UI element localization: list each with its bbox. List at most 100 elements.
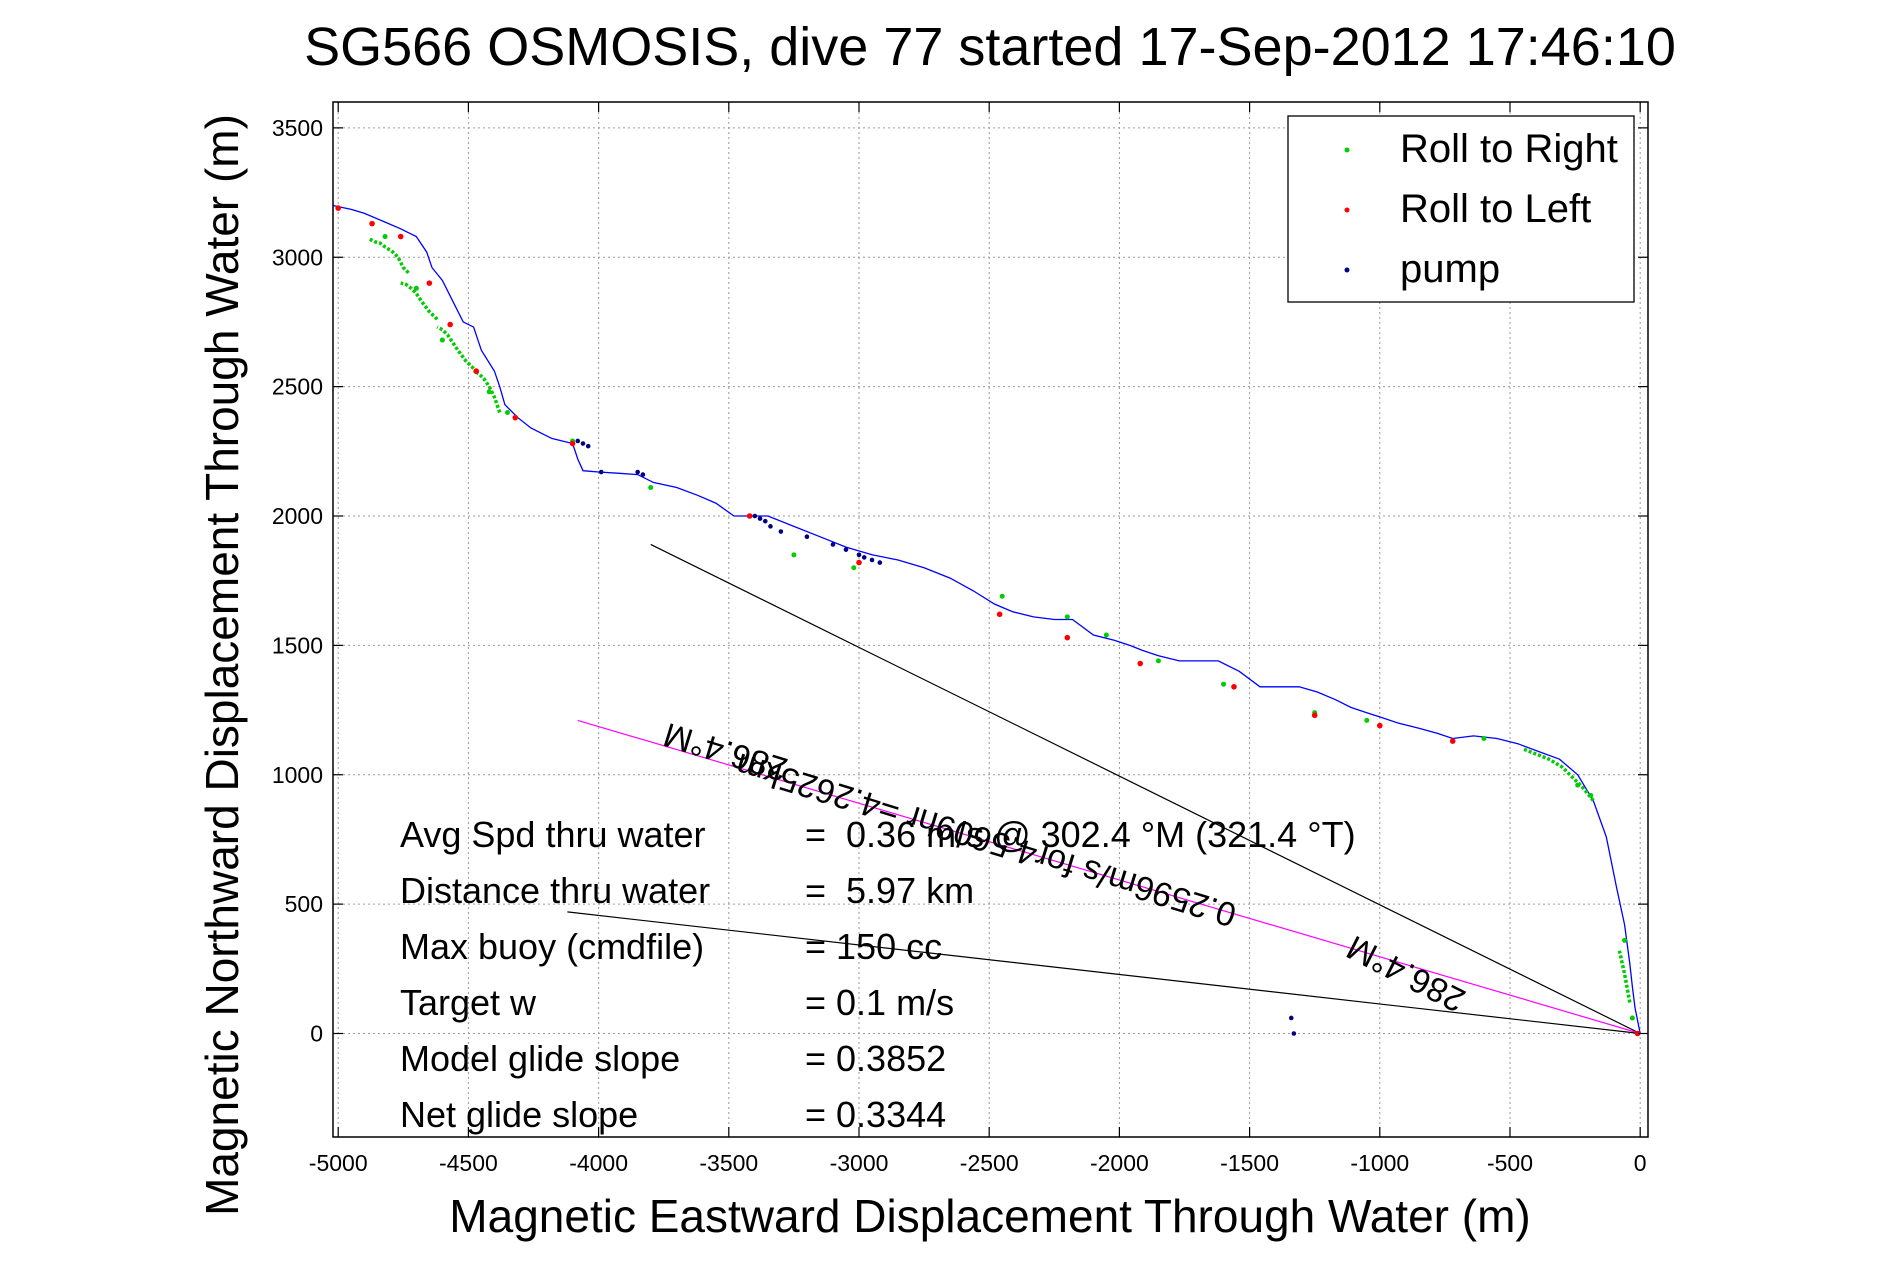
- roll-right-point: [648, 485, 654, 491]
- roll-right-segment: [1522, 747, 1595, 802]
- legend-label: pump: [1400, 247, 1500, 291]
- legend-marker: [1344, 207, 1350, 213]
- reference-line: [650, 543, 1641, 1035]
- x-tick-label: -1000: [1350, 1150, 1409, 1176]
- roll-left-point: [447, 321, 453, 328]
- roll-left-point: [426, 280, 433, 286]
- axis-ticks: -5000 -4500 -4000 -3500 -3000 -2500 -2000 -1500…: [272, 102, 1648, 1176]
- x-tick-label: -1500: [1220, 1150, 1279, 1176]
- stat-value: = 0.1 m/s: [805, 982, 954, 1023]
- pump-point: [843, 547, 849, 552]
- y-tick-label: 3500: [272, 115, 323, 141]
- roll-left-point: [1634, 1030, 1641, 1037]
- stat-value: = 0.36 m/s @ 302.4 °M (321.4 °T): [805, 814, 1356, 855]
- pump-point: [830, 542, 836, 547]
- x-tick-label: -2500: [960, 1150, 1019, 1176]
- roll-right-point: [851, 565, 857, 571]
- legend-label: Roll to Right: [1400, 127, 1618, 171]
- y-tick-label: 500: [285, 891, 323, 917]
- pump-point: [1288, 1015, 1294, 1021]
- pump-point: [1291, 1031, 1297, 1036]
- roll-left-point: [397, 233, 404, 240]
- roll-left-point: [856, 559, 862, 566]
- roll-right-point: [791, 552, 797, 558]
- x-axis-label: Magnetic Eastward Displacement Through W…: [449, 1190, 1530, 1242]
- y-axis-label: Magnetic Northward Displacement Through …: [196, 114, 248, 1216]
- roll-right-point: [999, 593, 1005, 599]
- legend-marker: [1344, 267, 1350, 273]
- chart-title: SG566 OSMOSIS, dive 77 started 17-Sep-20…: [304, 17, 1676, 77]
- pump-point: [762, 518, 768, 524]
- pump-point: [778, 529, 784, 534]
- reference-line: [577, 719, 1641, 1035]
- stat-label: Avg Spd thru water: [400, 814, 706, 855]
- y-tick-label: 1500: [272, 632, 323, 658]
- roll-left-point: [996, 611, 1003, 618]
- roll-right-point: [1622, 937, 1628, 943]
- stat-label: Max buoy (cmdfile): [400, 926, 704, 967]
- x-tick-label: -4000: [569, 1150, 628, 1176]
- roll-left-point: [1137, 660, 1144, 667]
- stat-label: Distance thru water: [400, 870, 710, 911]
- roll-left-point: [473, 368, 480, 374]
- stat-label: Target w: [400, 982, 537, 1023]
- x-tick-label: -500: [1487, 1150, 1533, 1176]
- stat-value: = 150 cc: [805, 926, 942, 967]
- legend-label: Roll to Left: [1400, 187, 1591, 231]
- stat-value: = 5.97 km: [805, 870, 974, 911]
- pump-point: [598, 469, 604, 475]
- roll-right-point: [1481, 736, 1487, 742]
- roll-left-point: [369, 220, 375, 227]
- roll-right-point: [486, 389, 492, 395]
- roll-right-point: [1064, 614, 1070, 620]
- roll-left-point: [569, 440, 576, 447]
- x-tick-label: -3500: [699, 1150, 758, 1176]
- roll-right-point: [382, 234, 388, 240]
- y-tick-label: 2500: [272, 374, 323, 400]
- pump-point: [757, 516, 763, 521]
- x-tick-label: -4500: [439, 1150, 498, 1176]
- pump-point: [580, 441, 586, 446]
- reference-line: [567, 911, 1641, 1035]
- roll-right-point: [439, 337, 445, 343]
- pump-point: [768, 524, 773, 529]
- stats-block: Avg Spd thru water = 0.36 m/s @ 302.4 °M …: [400, 814, 1356, 1135]
- pump-point: [804, 534, 810, 539]
- reference-lines: [567, 543, 1641, 1035]
- roll-right-point: [1221, 681, 1227, 687]
- legend: Roll to Right Roll to Left pump: [1287, 115, 1635, 303]
- roll-left-point: [512, 414, 519, 421]
- y-tick-label: 3000: [272, 244, 323, 270]
- stat-label: Model glide slope: [400, 1038, 680, 1079]
- pump-point: [585, 443, 591, 449]
- roll-right-point: [1588, 792, 1594, 798]
- roll-right-segment: [400, 281, 439, 321]
- roll-right-point: [1103, 632, 1109, 638]
- roll-left-point: [1376, 722, 1383, 729]
- roll-left-point: [1449, 738, 1456, 744]
- roll-right-point: [1629, 1015, 1635, 1021]
- plot-frame: [332, 101, 1649, 1138]
- stat-label: Net glide slope: [400, 1094, 638, 1135]
- stat-value: = 0.3344: [805, 1094, 946, 1135]
- pump-point: [877, 560, 883, 565]
- pump-point: [752, 513, 758, 519]
- roll-right-point: [1575, 782, 1581, 788]
- roll-right-point: [413, 285, 419, 291]
- event-markers: [335, 205, 1641, 1037]
- roll-right-point: [1155, 658, 1161, 664]
- pump-point: [861, 555, 867, 560]
- roll-left-point: [1064, 634, 1071, 641]
- legend-marker: [1344, 147, 1350, 153]
- roll-right-segment: [368, 237, 410, 275]
- pump-point: [640, 472, 646, 477]
- x-tick-label: -2000: [1090, 1150, 1149, 1176]
- pump-point: [856, 552, 862, 558]
- y-tick-label: 0: [310, 1021, 323, 1047]
- x-tick-label: 0: [1634, 1150, 1647, 1176]
- stat-value: = 0.3852: [805, 1038, 946, 1079]
- pump-point: [635, 469, 640, 475]
- roll-left-point: [1231, 683, 1237, 690]
- x-tick-label: -5000: [309, 1150, 368, 1176]
